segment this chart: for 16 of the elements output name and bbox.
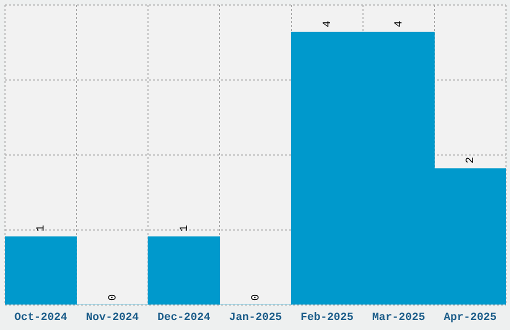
x-tick-label: Nov-2024 <box>86 312 140 324</box>
x-tick-label: Dec-2024 <box>158 312 211 324</box>
data-label: 1 <box>36 224 48 232</box>
bar <box>148 236 220 305</box>
data-label: 0 <box>250 294 262 301</box>
data-label: 1 <box>178 224 191 232</box>
x-tick-label: Jan-2025 <box>229 312 282 324</box>
data-label: 4 <box>322 20 334 28</box>
data-label: 0 <box>107 294 120 301</box>
bar <box>5 236 77 305</box>
data-label: 4 <box>394 20 406 28</box>
x-tick-label: Feb-2025 <box>300 312 354 324</box>
x-tick-label: Apr-2025 <box>444 312 498 324</box>
x-tick-label: Mar-2025 <box>372 312 426 324</box>
data-label: 2 <box>465 156 478 164</box>
x-tick-label: Oct-2024 <box>14 312 68 324</box>
